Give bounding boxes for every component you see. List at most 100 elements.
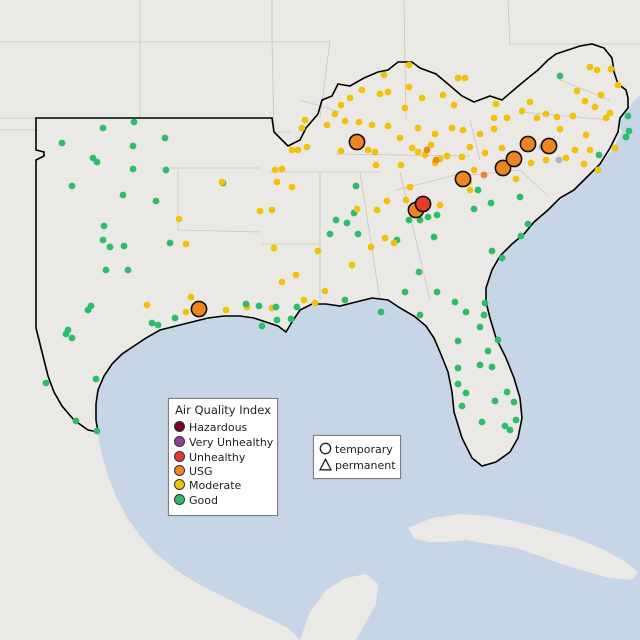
monitor-point[interactable] bbox=[292, 271, 300, 279]
monitor-point[interactable] bbox=[498, 144, 506, 152]
monitor-point[interactable] bbox=[258, 322, 266, 330]
monitor-point[interactable] bbox=[58, 139, 66, 147]
monitor-point[interactable] bbox=[373, 206, 381, 214]
monitor-point[interactable] bbox=[593, 66, 601, 74]
monitor-point[interactable] bbox=[368, 121, 376, 129]
monitor-point[interactable] bbox=[341, 117, 349, 125]
monitor-point[interactable] bbox=[166, 239, 174, 247]
monitor-point[interactable] bbox=[367, 243, 375, 251]
monitor-point[interactable] bbox=[624, 112, 632, 120]
monitor-point[interactable] bbox=[93, 427, 101, 435]
monitor-point[interactable] bbox=[273, 178, 281, 186]
monitor-point[interactable] bbox=[288, 183, 296, 191]
monitor-point[interactable] bbox=[466, 143, 474, 151]
monitor-point[interactable] bbox=[424, 213, 432, 221]
monitor-point[interactable] bbox=[501, 422, 509, 430]
monitor-point[interactable] bbox=[42, 379, 50, 387]
monitor-point[interactable] bbox=[503, 114, 511, 122]
monitor-point[interactable] bbox=[586, 146, 594, 154]
monitor-point[interactable] bbox=[476, 130, 484, 138]
monitor-point[interactable] bbox=[595, 151, 603, 159]
monitor-point[interactable] bbox=[430, 233, 438, 241]
monitor-point[interactable] bbox=[384, 122, 392, 130]
monitor-point[interactable] bbox=[326, 230, 334, 238]
monitor-point[interactable] bbox=[331, 110, 339, 118]
monitor-point[interactable] bbox=[273, 316, 281, 324]
monitor-point[interactable] bbox=[517, 232, 525, 240]
monitor-point[interactable] bbox=[454, 74, 462, 82]
monitor-point[interactable] bbox=[573, 87, 581, 95]
monitor-point[interactable] bbox=[130, 118, 138, 126]
monitor-point[interactable] bbox=[62, 330, 70, 338]
monitor-point[interactable] bbox=[402, 196, 410, 204]
monitor-point[interactable] bbox=[527, 159, 535, 167]
monitor-point[interactable] bbox=[287, 315, 295, 323]
monitor-point[interactable] bbox=[510, 398, 518, 406]
monitor-point[interactable] bbox=[498, 254, 506, 262]
monitor-point[interactable] bbox=[512, 416, 520, 424]
monitor-point[interactable] bbox=[175, 215, 183, 223]
monitor-point[interactable] bbox=[381, 234, 389, 242]
monitor-point[interactable] bbox=[293, 303, 301, 311]
monitor-point[interactable] bbox=[433, 288, 441, 296]
monitor-point[interactable] bbox=[433, 211, 441, 219]
monitor-point[interactable] bbox=[218, 178, 226, 186]
monitor-point[interactable] bbox=[476, 361, 484, 369]
monitor-point-highlighted[interactable] bbox=[505, 150, 523, 168]
monitor-point-highlighted[interactable] bbox=[540, 137, 558, 155]
monitor-point[interactable] bbox=[377, 308, 385, 316]
monitor-point[interactable] bbox=[571, 146, 579, 154]
monitor-point[interactable] bbox=[268, 206, 276, 214]
monitor-point[interactable] bbox=[484, 347, 492, 355]
monitor-point[interactable] bbox=[454, 380, 462, 388]
monitor-point[interactable] bbox=[397, 161, 405, 169]
monitor-point[interactable] bbox=[256, 207, 264, 215]
monitor-point[interactable] bbox=[516, 193, 524, 201]
monitor-point[interactable] bbox=[586, 63, 594, 71]
monitor-point[interactable] bbox=[581, 97, 589, 105]
monitor-point[interactable] bbox=[423, 146, 431, 154]
monitor-point[interactable] bbox=[414, 148, 422, 156]
monitor-point[interactable] bbox=[323, 121, 331, 129]
monitor-point[interactable] bbox=[622, 133, 630, 141]
monitor-point-highlighted[interactable] bbox=[190, 300, 208, 318]
monitor-point[interactable] bbox=[481, 299, 489, 307]
monitor-point[interactable] bbox=[343, 219, 351, 227]
monitor-point[interactable] bbox=[171, 314, 179, 322]
monitor-point[interactable] bbox=[288, 146, 296, 154]
monitor-point[interactable] bbox=[480, 171, 488, 179]
monitor-point[interactable] bbox=[162, 166, 170, 174]
monitor-point[interactable] bbox=[416, 311, 424, 319]
monitor-point[interactable] bbox=[481, 149, 489, 157]
monitor-point[interactable] bbox=[242, 300, 250, 308]
monitor-point[interactable] bbox=[270, 244, 278, 252]
monitor-point[interactable] bbox=[371, 148, 379, 156]
monitor-point[interactable] bbox=[562, 154, 570, 162]
monitor-point[interactable] bbox=[503, 388, 511, 396]
monitor-point[interactable] bbox=[337, 101, 345, 109]
monitor-point[interactable] bbox=[152, 197, 160, 205]
monitor-point-highlighted[interactable] bbox=[454, 170, 472, 188]
monitor-point[interactable] bbox=[300, 296, 308, 304]
monitor-point[interactable] bbox=[458, 153, 466, 161]
monitor-point[interactable] bbox=[84, 306, 92, 314]
monitor-point[interactable] bbox=[405, 83, 413, 91]
monitor-point[interactable] bbox=[470, 205, 478, 213]
monitor-point[interactable] bbox=[553, 113, 561, 121]
monitor-point[interactable] bbox=[414, 124, 422, 132]
monitor-point[interactable] bbox=[458, 402, 466, 410]
monitor-point[interactable] bbox=[597, 91, 605, 99]
monitor-point[interactable] bbox=[415, 268, 423, 276]
monitor-point[interactable] bbox=[506, 426, 514, 434]
monitor-point[interactable] bbox=[93, 158, 101, 166]
monitor-point[interactable] bbox=[606, 109, 614, 117]
monitor-point[interactable] bbox=[436, 201, 444, 209]
monitor-point[interactable] bbox=[271, 166, 279, 174]
monitor-point[interactable] bbox=[614, 81, 622, 89]
monitor-point[interactable] bbox=[353, 205, 361, 213]
monitor-point[interactable] bbox=[119, 191, 127, 199]
monitor-point[interactable] bbox=[384, 88, 392, 96]
monitor-point[interactable] bbox=[443, 152, 451, 160]
monitor-point[interactable] bbox=[488, 363, 496, 371]
